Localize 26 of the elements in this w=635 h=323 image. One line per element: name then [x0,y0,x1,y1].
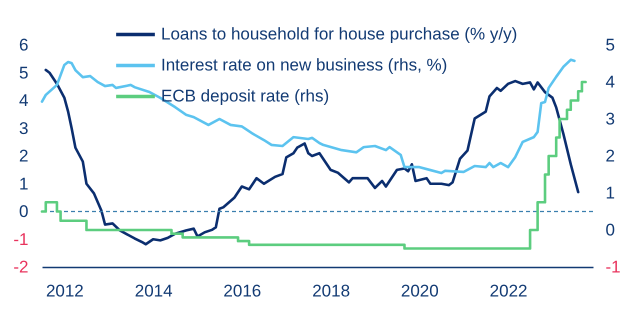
x-tick-label: 2022 [490,282,528,300]
y-tick-label: 6 [19,36,28,54]
y-tick-label: 0 [19,202,28,221]
x-tick-label: 2020 [400,282,439,300]
y2-tick-label: 1 [606,184,615,202]
legend-label: ECB deposit rate (rhs) [161,86,330,106]
y-tick-label: 5 [19,63,28,82]
line-series [40,58,576,174]
x-tick-label: 2018 [312,282,350,300]
y-tick-label: 2 [19,146,28,166]
legend-label: Interest rate on new business (rhs, %) [161,56,448,74]
x-tick-label: 2014 [134,282,173,300]
legend-label: Loans to household for house purchase (% y/y) [161,24,518,44]
x-tick-label: 2012 [46,282,84,300]
y-tick-label: -2 [13,258,28,276]
y2-tick-label: 4 [606,72,615,92]
y2-tick-label: 3 [606,110,615,128]
x-tick-label: 2016 [223,282,262,300]
y2-tick-label: -1 [606,258,621,276]
y2-tick-label: 2 [606,146,615,166]
y2-tick-label: 5 [606,36,615,54]
y-tick-label: 3 [19,118,28,138]
y2-tick-label: 0 [606,220,615,240]
y-tick-label: 4 [19,91,28,110]
y-tick-label: -1 [13,230,28,249]
y-tick-label: 1 [19,174,28,194]
